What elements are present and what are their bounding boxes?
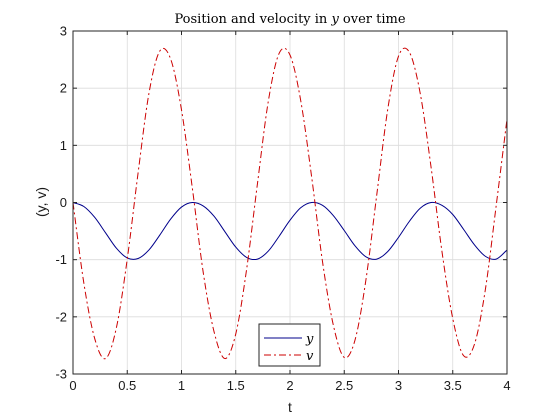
x-tick-label: 3 — [395, 378, 402, 393]
x-tick-label: 1 — [178, 378, 185, 393]
legend-label-v: v — [306, 349, 314, 364]
legend-box — [258, 323, 321, 367]
y-axis-label: (y, v) — [33, 187, 49, 217]
axis-ticks: 0 0.5 1 1.5 2 2.5 3 3.5 4 -3 -2 -1 0 1 2 3 — [55, 24, 510, 394]
chart-title: Position and velocity in y over time — [174, 12, 405, 27]
series-line-v — [72, 47, 508, 360]
legend: y v — [258, 323, 321, 367]
chart-title-variable: y — [330, 12, 339, 27]
x-tick-label: 2.5 — [335, 378, 353, 393]
y-tick-label: 3 — [60, 24, 67, 39]
x-tick-label: 2 — [286, 378, 293, 393]
y-tick-label: -2 — [55, 309, 67, 324]
y-tick-label: 1 — [60, 138, 67, 153]
x-tick-label: 3.5 — [444, 378, 462, 393]
x-tick-label: 4 — [503, 378, 510, 393]
chart-title-main: Position and velocity in — [174, 12, 331, 27]
y-tick-label: -3 — [55, 367, 67, 382]
data-series — [72, 47, 508, 360]
y-tick-label: -1 — [55, 252, 67, 267]
y-tick-label: 0 — [60, 195, 67, 210]
series-line-y — [72, 201, 508, 261]
x-tick-label: 0.5 — [118, 378, 136, 393]
chart-title-tail: over time — [339, 12, 406, 27]
legend-label-y: y — [305, 332, 314, 347]
x-tick-label: 0 — [69, 378, 76, 393]
x-tick-label: 1.5 — [227, 378, 245, 393]
y-tick-label: 2 — [60, 81, 67, 96]
x-axis-label: t — [288, 399, 292, 415]
